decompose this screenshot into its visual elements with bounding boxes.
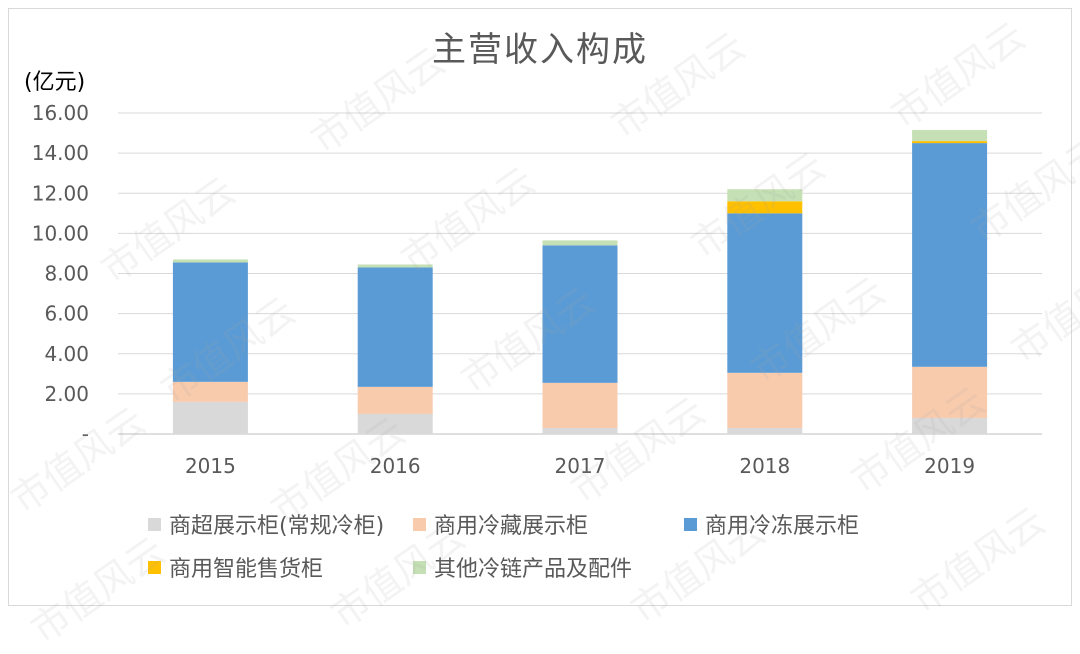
bar-segment bbox=[542, 245, 618, 383]
y-tick-label: 14.00 bbox=[32, 141, 89, 165]
bar-segment bbox=[542, 427, 618, 434]
chart-title: 主营收入构成 bbox=[432, 30, 648, 70]
y-tick-label: - bbox=[82, 422, 89, 446]
bar-segment bbox=[357, 264, 433, 268]
bar-segment bbox=[727, 213, 803, 373]
bar-segment bbox=[172, 262, 248, 382]
x-tick-label: 2018 bbox=[739, 454, 790, 478]
bar-segment bbox=[912, 141, 988, 144]
bar-segment bbox=[542, 240, 618, 246]
x-tick-label: 2015 bbox=[185, 454, 236, 478]
bar-segment bbox=[357, 267, 433, 387]
bar-segment bbox=[912, 366, 988, 418]
y-tick-label: 2.00 bbox=[44, 382, 89, 406]
x-tick-label: 2016 bbox=[370, 454, 421, 478]
y-tick-label: 16.00 bbox=[32, 101, 89, 125]
bar-segment bbox=[357, 413, 433, 434]
bar-segment bbox=[542, 382, 618, 428]
bar-segment bbox=[727, 372, 803, 428]
bar-segment bbox=[912, 130, 988, 142]
y-tick-label: 10.00 bbox=[32, 221, 89, 245]
y-tick-label: 6.00 bbox=[44, 302, 89, 326]
bar-segment bbox=[912, 143, 988, 367]
chart-plot: - 2.00 4.00 6.00 8.00 10.00 12.00 14.00 16.00 201… bbox=[32, 101, 1042, 478]
bar-segment bbox=[727, 201, 803, 214]
y-tick-label: 12.00 bbox=[32, 181, 89, 205]
bar-segment bbox=[172, 381, 248, 402]
y-tick-label: 4.00 bbox=[44, 342, 89, 366]
bar-segment bbox=[172, 259, 248, 263]
x-tick-label: 2019 bbox=[924, 454, 975, 478]
y-unit-label: (亿元) bbox=[24, 70, 86, 95]
bar-segment bbox=[357, 386, 433, 414]
x-tick-label: 2017 bbox=[555, 454, 606, 478]
bar-segment bbox=[172, 401, 248, 434]
y-tick-label: 8.00 bbox=[44, 262, 89, 286]
bar-segment bbox=[727, 189, 803, 202]
bar-segment bbox=[727, 427, 803, 434]
bar-segment bbox=[912, 417, 988, 434]
